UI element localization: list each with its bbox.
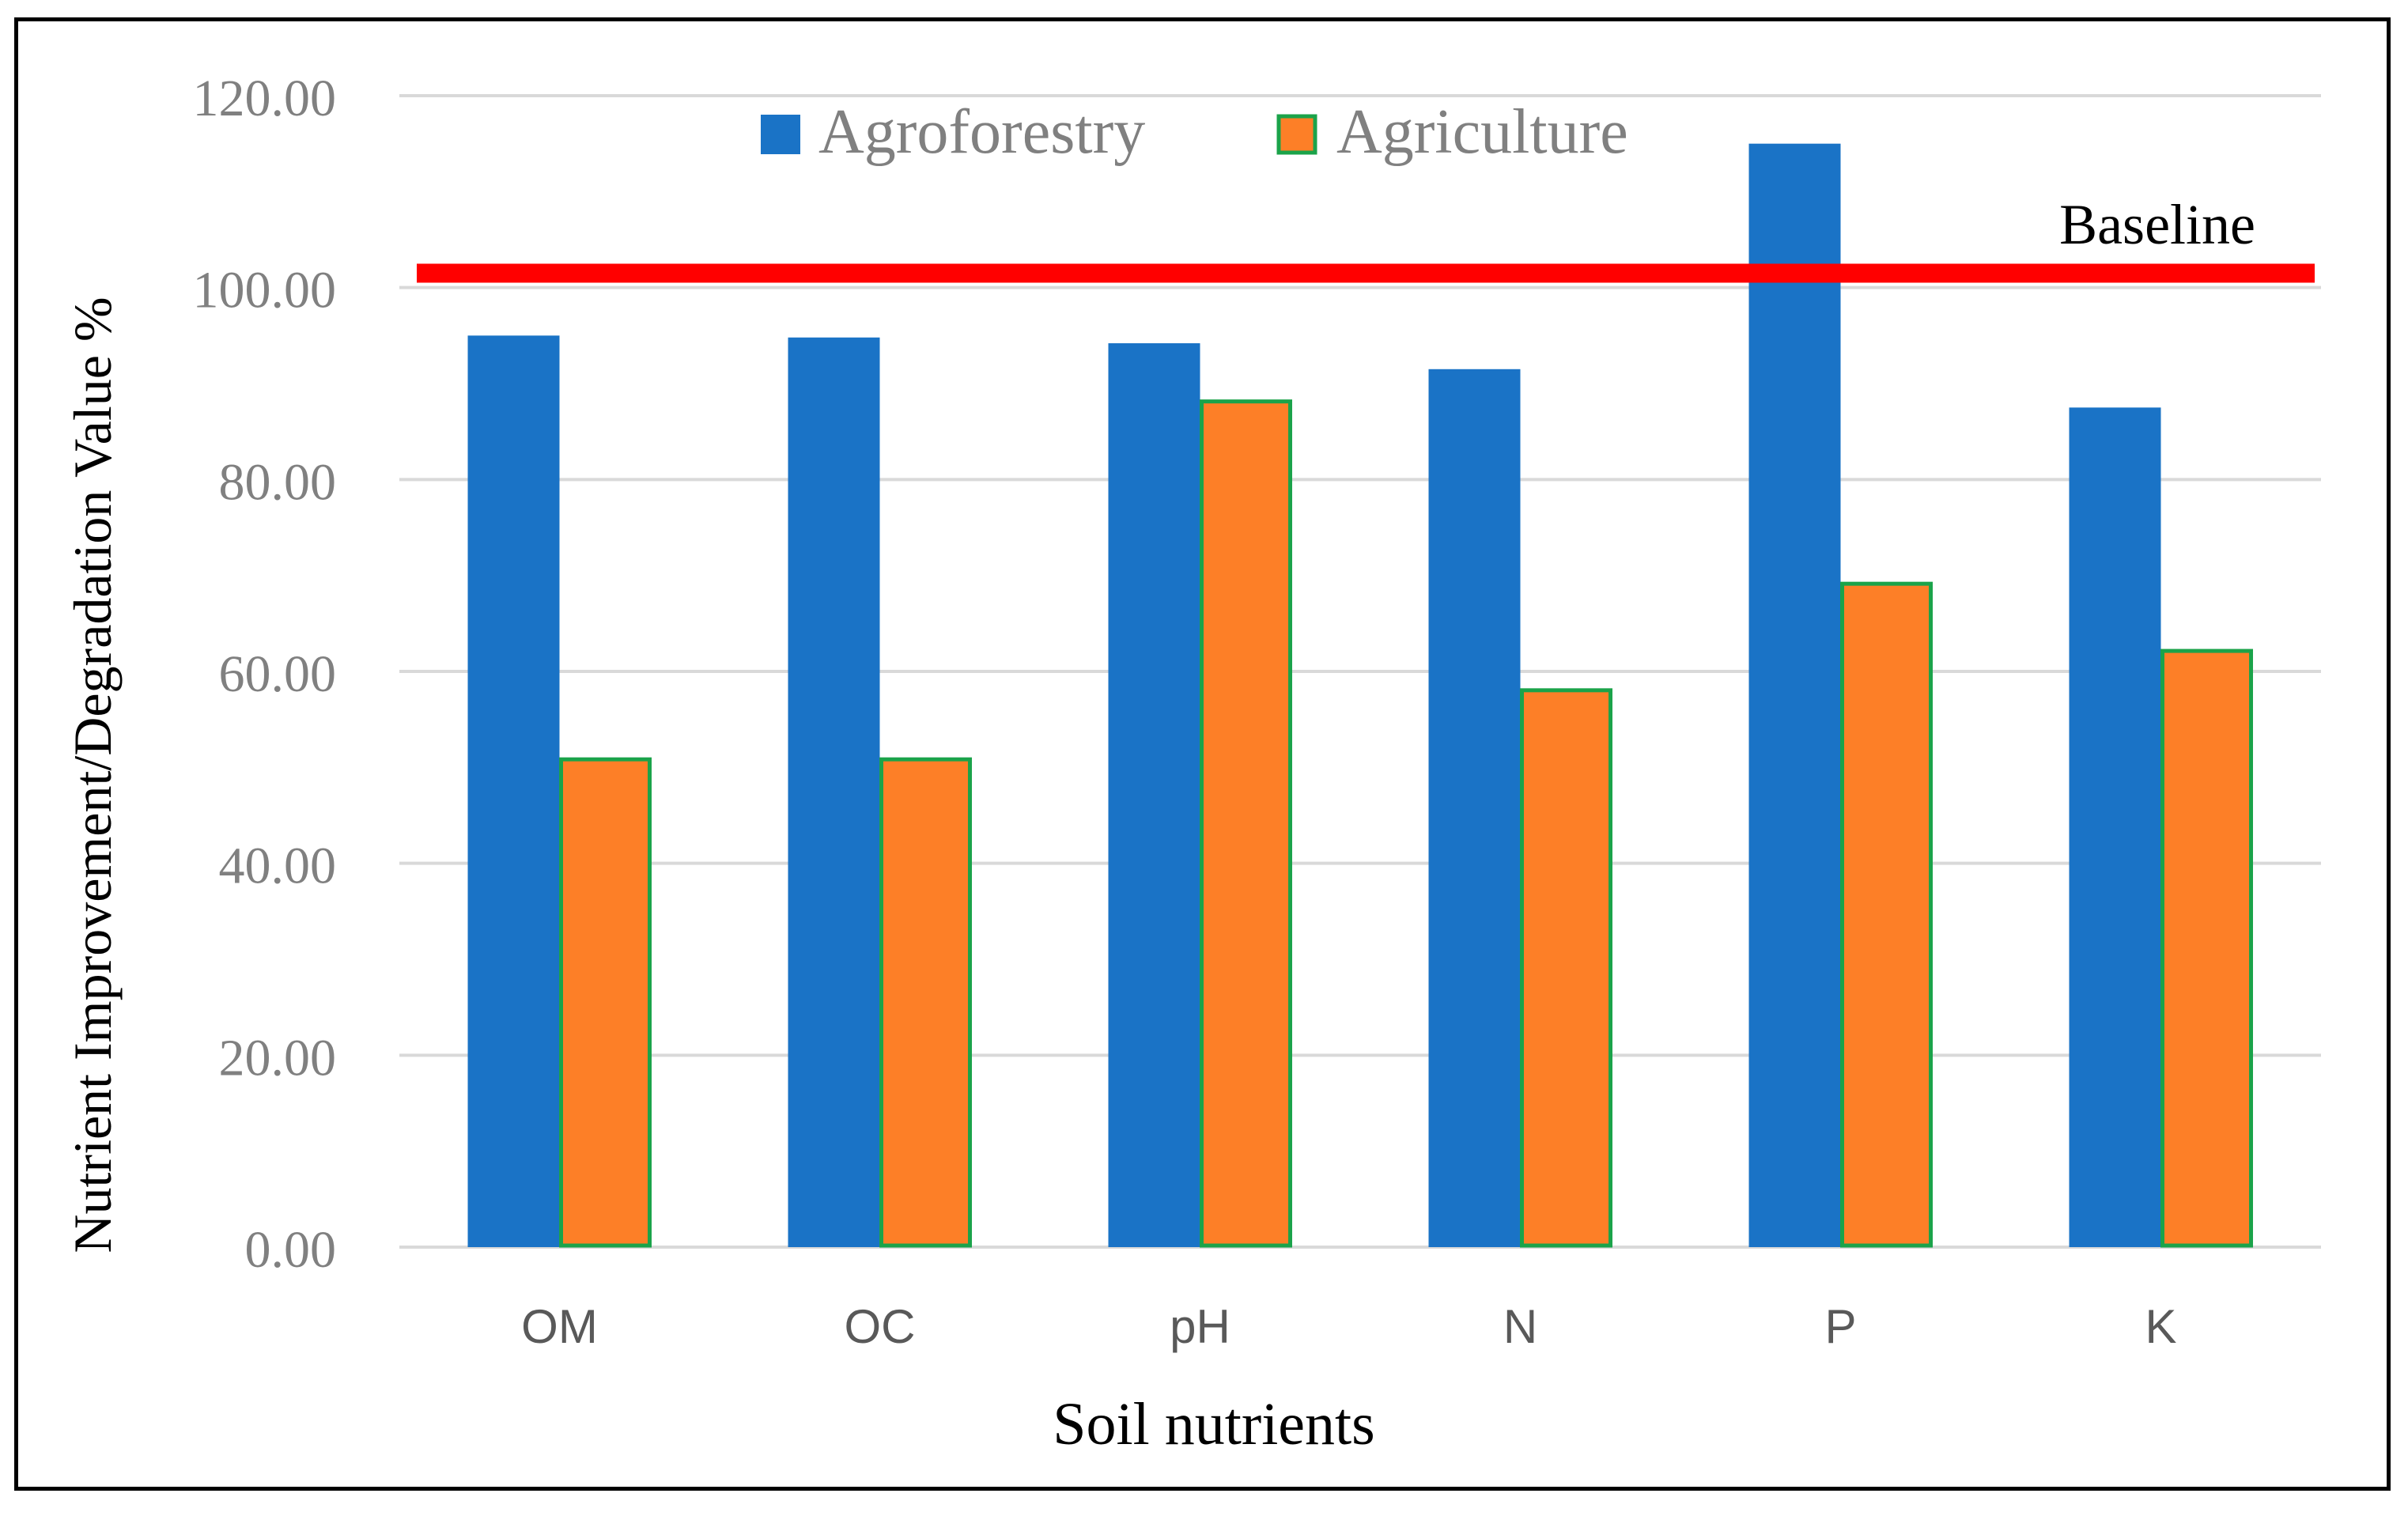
bar-agroforestry-oc: [788, 337, 880, 1247]
x-tick-labels: OM OC pH N P K: [521, 1300, 2176, 1353]
y-tick-label: 20.00: [219, 1029, 337, 1087]
legend-swatch-agriculture: [1276, 114, 1317, 155]
x-tick-label: K: [2145, 1300, 2176, 1353]
bar-agriculture-oc: [879, 757, 972, 1248]
gridlines: [399, 94, 2321, 1249]
y-tick-label: 120.00: [193, 70, 337, 127]
y-tick-label: 80.00: [219, 453, 337, 511]
bar-agriculture-p: [1840, 581, 1933, 1248]
bar-agroforestry-ph: [1108, 343, 1200, 1247]
bar-agroforestry-om: [467, 335, 560, 1247]
y-axis-title: Nutrient Improvement/Degradation Value %: [62, 297, 123, 1253]
x-tick-label: N: [1503, 1300, 1537, 1353]
bar-agroforestry-p: [1748, 143, 1841, 1248]
legend-label-agriculture: Agriculture: [1336, 97, 1628, 167]
bar-agriculture-n: [1520, 688, 1612, 1248]
legend: Agroforestry Agriculture: [761, 97, 1628, 167]
baseline-label: Baseline: [2059, 193, 2255, 256]
x-tick-label: P: [1824, 1300, 1856, 1353]
bar-agriculture-k: [2160, 648, 2253, 1248]
legend-label-agroforestry: Agroforestry: [818, 97, 1145, 167]
y-tick-label: 40.00: [219, 837, 337, 895]
x-tick-label: OC: [845, 1300, 916, 1353]
baseline-line: [417, 263, 2315, 283]
bar-agroforestry-n: [1428, 369, 1521, 1247]
legend-swatch-agroforestry: [761, 115, 800, 154]
y-tick-label: 0.00: [245, 1221, 337, 1279]
x-tick-label: OM: [521, 1300, 598, 1353]
bar-agroforestry-k: [2069, 407, 2161, 1248]
y-tick-labels: 0.00 20.00 40.00 60.00 80.00 100.00 120.00: [193, 70, 337, 1279]
y-tick-label: 100.00: [193, 262, 337, 319]
bars: [467, 143, 2253, 1248]
y-tick-label: 60.00: [219, 645, 337, 703]
x-tick-label: pH: [1170, 1300, 1230, 1353]
bar-agriculture-ph: [1200, 399, 1292, 1248]
x-axis-title: Soil nutrients: [1053, 1391, 1374, 1457]
bar-agriculture-om: [559, 757, 652, 1248]
